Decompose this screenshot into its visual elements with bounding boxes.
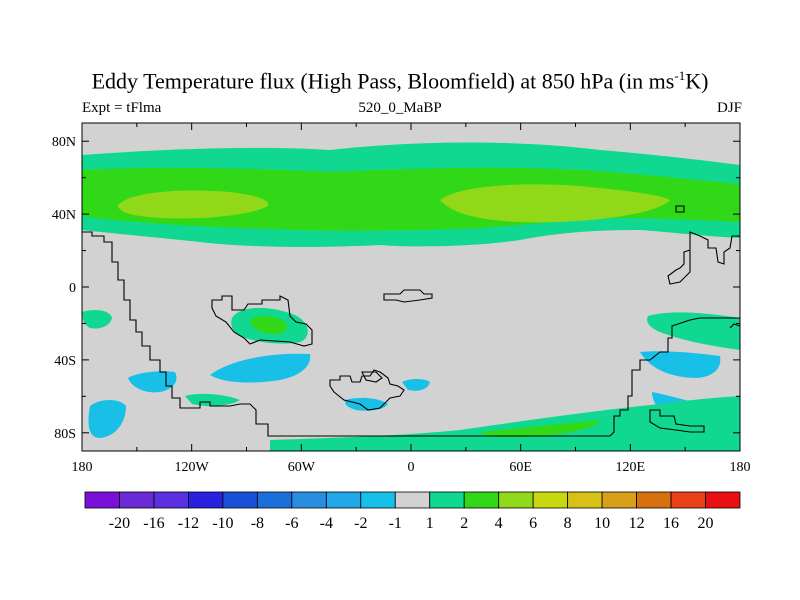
colorbar-label: 8 (564, 515, 572, 532)
colorbar-label: -8 (251, 515, 264, 532)
chart-title: Eddy Temperature flux (High Pass, Bloomf… (91, 68, 709, 94)
fill-neg-east (640, 351, 721, 378)
colorbar-swatch (498, 491, 534, 509)
fill-neg-small (402, 379, 430, 391)
fill-neg-sepac (210, 353, 311, 383)
coast-north-america (82, 231, 740, 437)
colorbar-swatch (429, 491, 465, 509)
fill-neg-west (128, 371, 177, 393)
colorbar-label: -20 (109, 515, 130, 532)
coast-mid-south-inner (361, 371, 383, 383)
fill-atlantic-max (440, 184, 670, 223)
colorbar-label: 12 (629, 515, 645, 532)
colorbar-label: 1 (426, 515, 434, 532)
colorbar: -20 -16 -12 -10 -8 -6 -4 -2 -1 1 2 4 6 8 10 12 16 20 (84, 491, 741, 532)
colorbar-swatch (636, 491, 672, 509)
left-string: Expt = tFlma (82, 100, 162, 116)
fill-pacific-max (118, 190, 269, 219)
colorbar-label: 2 (460, 515, 468, 532)
x-tick-label: 120E (616, 460, 646, 475)
colorbar-label: -6 (285, 515, 298, 532)
coast-east-island (675, 205, 685, 213)
colorbar-label: -10 (212, 515, 233, 532)
fill-west-pos (82, 310, 112, 329)
coast-mid-south (329, 369, 405, 411)
colorbar-swatch (394, 491, 431, 509)
colorbar-swatch (256, 491, 293, 509)
coast-antarctica-east (649, 409, 705, 433)
coast-south-america (211, 295, 313, 347)
x-tick-label: 60E (509, 460, 532, 475)
colorbar-label: -2 (354, 515, 367, 532)
y-tick-label: 0 (69, 281, 76, 296)
coast-east-asia (667, 231, 740, 285)
colorbar-label: 20 (698, 515, 714, 532)
center-string: 520_0_MaBP (358, 100, 442, 116)
fill-neg-mid (344, 397, 388, 411)
x-tick-label: 120W (175, 460, 210, 475)
colorbar-swatch (567, 491, 603, 509)
colorbar-swatch (705, 491, 741, 509)
y-tick-label: 80N (52, 135, 76, 150)
y-tick-label: 80S (54, 427, 76, 442)
colorbar-swatch (222, 491, 258, 509)
colorbar-label: -1 (389, 515, 402, 532)
colorbar-swatch (325, 491, 362, 509)
fill-south-america-pos2 (250, 316, 287, 334)
colorbar-swatch (153, 491, 189, 509)
colorbar-swatch (291, 491, 327, 509)
x-tick-label: 0 (408, 460, 415, 475)
y-tick-label: 40S (54, 354, 76, 369)
fill-southern-band-2 (480, 420, 600, 438)
colorbar-label: -4 (320, 515, 333, 532)
coastlines (82, 205, 740, 437)
colorbar-swatch (532, 491, 569, 509)
y-tick-label: 40N (52, 208, 76, 223)
colorbar-swatch (84, 491, 120, 509)
colorbar-swatch (188, 491, 224, 509)
colorbar-label: -12 (178, 515, 199, 532)
fill-east-pos (647, 312, 740, 350)
x-tick-label: 180 (72, 460, 93, 475)
colorbar-label: -16 (143, 515, 164, 532)
coast-east-small (729, 323, 740, 329)
colorbar-swatch (601, 491, 637, 509)
colorbar-label: 10 (594, 515, 610, 532)
fill-southern-west-pos (185, 393, 240, 407)
x-axis: 180 120W 60W 0 60E 120E 180 (72, 123, 751, 475)
colorbar-label: 6 (529, 515, 537, 532)
colorbar-swatch (119, 491, 155, 509)
colorbar-label: 4 (495, 515, 503, 532)
y-axis: 80N 40N 0 40S 80S (52, 135, 740, 442)
x-tick-label: 180 (730, 460, 751, 475)
colorbar-swatch (360, 491, 396, 509)
coast-africa (383, 289, 433, 303)
colorbar-swatch (463, 491, 500, 509)
colorbar-label: 16 (663, 515, 679, 532)
fill-neg-sw (88, 400, 126, 438)
x-tick-label: 60W (288, 460, 316, 475)
colorbar-swatch (670, 491, 706, 509)
right-string: DJF (716, 100, 742, 116)
